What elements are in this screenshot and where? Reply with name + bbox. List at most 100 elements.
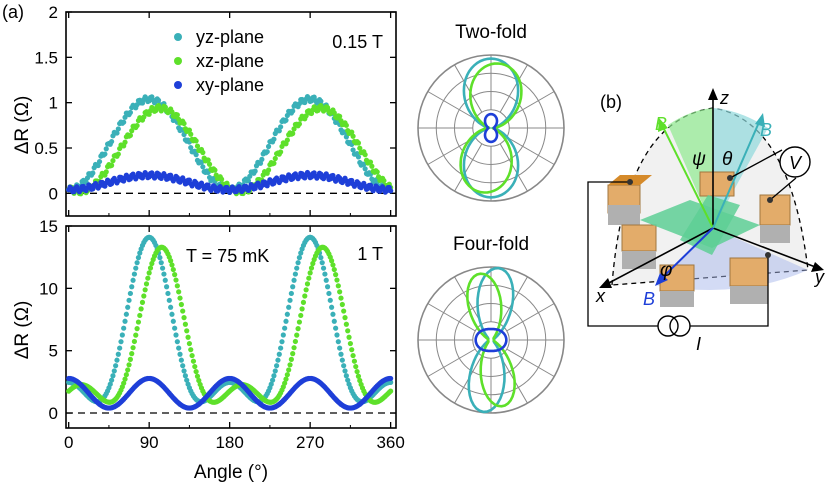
data-point [361,161,367,167]
b-cyan-label: B [760,120,772,140]
data-point [276,351,282,357]
data-point [134,326,140,332]
data-point [96,158,103,165]
data-point [103,169,109,175]
data-point [288,290,294,297]
x-axis [604,227,714,286]
data-point [109,138,115,145]
data-point [333,325,339,331]
legend-label: yz-plane [196,27,264,47]
data-point [170,266,176,273]
data-point [322,271,328,277]
data-point [335,339,341,345]
contact-block [729,257,769,287]
data-point [303,113,309,119]
data-point [174,283,180,289]
data-point [320,265,327,271]
legend-marker [174,33,182,41]
data-point [388,375,394,382]
y-tick-label: 0 [49,404,58,423]
data-point [306,275,312,281]
top-plot: 0 0.5 1 1.5 2 ΔR (Ω) 0.15 T yz-plane xz-plane… [12,3,397,217]
data-point [206,161,213,167]
z-axis-arrow [708,88,718,100]
x-tick-label: 270 [296,433,324,452]
data-point [292,271,298,277]
data-point [259,156,265,162]
data-point [111,368,117,374]
data-point [355,373,362,379]
data-point [174,339,180,345]
data-point [121,325,127,331]
data-point [141,293,147,299]
data-point [318,255,324,261]
contact-dot [727,175,733,181]
data-point [127,132,133,139]
top-ylabel: ΔR (Ω) [12,96,33,155]
data-point [196,377,202,384]
polar-spoke [506,303,555,332]
polar-curve [466,272,516,408]
data-point [307,270,313,276]
data-point [109,377,115,383]
two-fold-title: Two-fold [455,22,527,43]
data-point [355,154,362,160]
data-point [162,277,168,283]
contact-block-side [760,225,790,243]
data-point [295,260,301,266]
y-axis [712,227,819,269]
data-point [157,255,163,261]
data-point [188,145,194,151]
polar-spoke [506,348,555,377]
data-point [303,287,309,293]
top-field-label: 0.15 T [332,32,383,52]
data-point [302,293,308,299]
data-point [308,265,315,271]
current-source-icon [669,315,691,337]
y-tick-label: 10 [39,279,58,298]
x-label: x [595,286,606,306]
data-point [362,152,368,158]
data-point [337,113,343,119]
data-point [125,367,131,373]
data-point [117,345,123,351]
data-point [278,345,284,351]
data-point [186,127,193,133]
data-point [283,376,289,382]
data-point [339,301,345,308]
data-point [326,290,332,297]
data-point [337,289,343,295]
i-label: I [696,334,701,354]
legend-marker [174,57,182,65]
data-point [143,281,150,287]
data-point [349,347,355,353]
data-point [338,351,344,357]
data-point [142,287,148,293]
top-axes: 0 0.5 1 1.5 2 [34,3,396,216]
data-point [146,270,152,276]
data-point [188,347,194,353]
data-point [122,318,128,324]
b-arrow-green-head [658,118,668,132]
data-point [135,255,142,261]
top-data-points [66,93,394,197]
top-plot-frame [65,11,397,217]
data-point [147,265,154,271]
polar-curve [462,57,520,199]
data-point [133,265,139,271]
data-point [265,143,272,150]
data-point [271,136,277,142]
data-point [137,312,143,319]
data-point [367,159,374,165]
data-point [381,178,387,184]
data-point [286,304,292,310]
data-point [176,289,182,295]
x-tick-label: 180 [215,433,243,452]
data-point [271,373,277,379]
data-point [180,308,186,314]
xz-plane-wedge [668,108,713,228]
panel-b-label: (b) [600,92,622,112]
data-point [343,373,349,379]
data-point [294,332,300,338]
data-point [134,260,140,266]
